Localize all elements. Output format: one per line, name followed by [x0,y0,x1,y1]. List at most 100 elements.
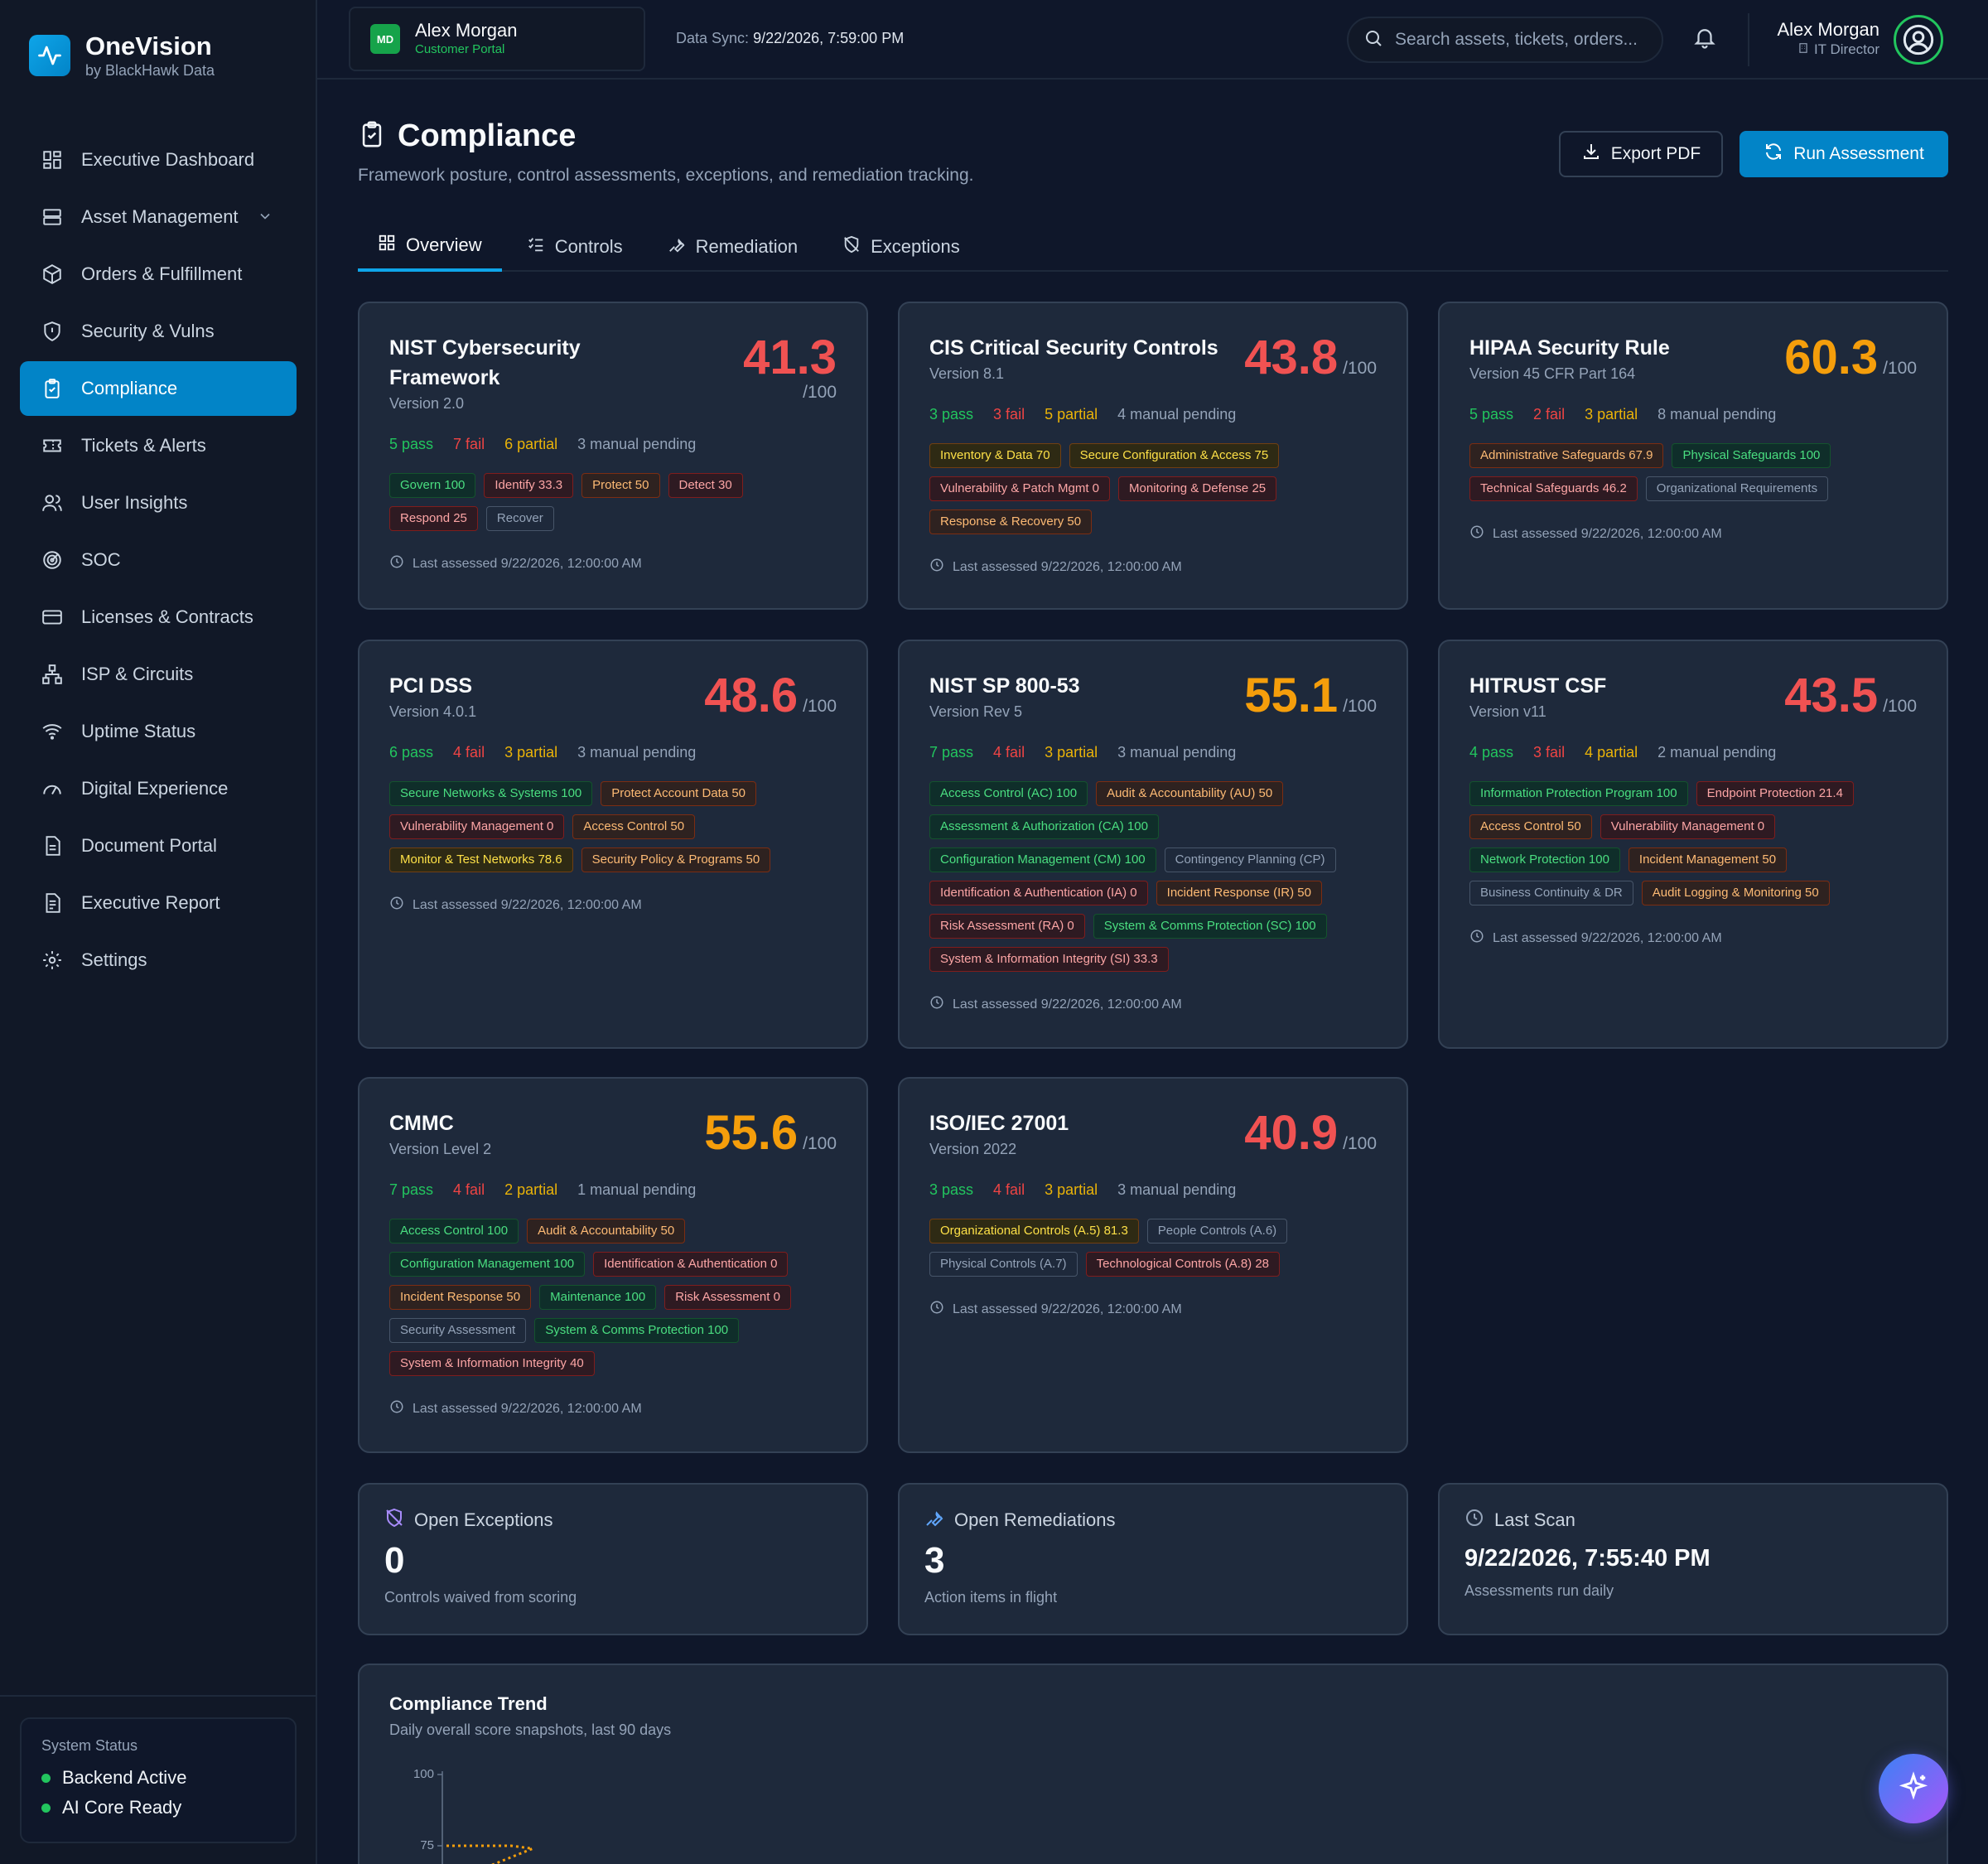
control-family-tag[interactable]: Maintenance 100 [539,1285,657,1310]
brand[interactable]: OneVision by BlackHawk Data [29,31,215,80]
bell-icon[interactable] [1692,25,1717,54]
control-family-tag[interactable]: Protect 50 [581,473,660,498]
control-family-tag[interactable]: Identification & Authentication 0 [593,1252,789,1277]
framework-card[interactable]: PCI DSS Version 4.0.1 48.6/100 6 pass 4 … [358,640,868,1049]
control-family-tag[interactable]: Secure Networks & Systems 100 [389,781,593,806]
control-family-tag[interactable]: Govern 100 [389,473,476,498]
sidebar-item-compliance[interactable]: Compliance [20,361,297,416]
framework-card[interactable]: CMMC Version Level 2 55.6/100 7 pass 4 f… [358,1077,868,1453]
search-input[interactable] [1395,30,1652,50]
control-family-tag[interactable]: Incident Response (IR) 50 [1156,881,1322,905]
control-family-tag[interactable]: System & Information Integrity 40 [389,1351,595,1376]
tab-controls[interactable]: Controls [507,222,643,272]
avatar[interactable] [1894,15,1943,65]
control-family-tag[interactable]: Vulnerability & Patch Mgmt 0 [929,476,1111,501]
sidebar-item-label: User Insights [81,492,188,513]
control-family-tag[interactable]: Physical Safeguards 100 [1672,443,1831,468]
control-family-tag[interactable]: Security Policy & Programs 50 [581,847,771,872]
control-family-tag[interactable]: Audit Logging & Monitoring 50 [1641,881,1830,905]
last-scan-card[interactable]: Last Scan 9/22/2026, 7:55:40 PM Assessme… [1438,1483,1948,1635]
control-family-tag[interactable]: Network Protection 100 [1469,847,1620,872]
control-family-tag[interactable]: Technical Safeguards 46.2 [1469,476,1638,501]
control-family-tag[interactable]: Identification & Authentication (IA) 0 [929,881,1148,905]
control-family-tag[interactable]: Risk Assessment 0 [664,1285,791,1310]
sidebar-item-orders[interactable]: Orders & Fulfillment [20,247,297,302]
control-family-tag[interactable]: Technological Controls (A.8) 28 [1085,1252,1281,1277]
control-family-tag[interactable]: Access Control 50 [572,814,696,839]
control-family-tag[interactable]: Configuration Management (CM) 100 [929,847,1156,872]
control-family-tag[interactable]: Monitor & Test Networks 78.6 [389,847,573,872]
control-family-tag[interactable]: Vulnerability Management 0 [389,814,565,839]
tab-remediation[interactable]: Remediation [648,222,818,272]
control-family-tag[interactable]: System & Comms Protection (SC) 100 [1093,914,1327,939]
sidebar-item-digital-experience[interactable]: Digital Experience [20,761,297,816]
control-family-tag[interactable]: Detect 30 [668,473,743,498]
user-info[interactable]: Alex Morgan IT Director [1777,18,1879,58]
control-family-tag[interactable]: Identify 33.3 [484,473,574,498]
control-family-tag[interactable]: Organizational Controls (A.5) 81.3 [929,1219,1139,1243]
chevron-down-icon[interactable] [257,208,273,229]
control-family-tag[interactable]: Access Control (AC) 100 [929,781,1088,806]
control-family-tag[interactable]: Organizational Requirements [1645,476,1829,501]
control-family-tag[interactable]: Monitoring & Defense 25 [1118,476,1277,501]
sidebar-item-soc[interactable]: SOC [20,533,297,587]
control-family-tag[interactable]: Physical Controls (A.7) [929,1252,1078,1277]
control-family-tag[interactable]: Configuration Management 100 [389,1252,586,1277]
control-family-tag[interactable]: Recover [485,506,554,531]
control-family-tag[interactable]: Endpoint Protection 21.4 [1696,781,1854,806]
ai-assistant-button[interactable] [1879,1754,1948,1823]
run-assessment-button[interactable]: Run Assessment [1740,131,1948,177]
control-family-tag[interactable]: Audit & Accountability (AU) 50 [1096,781,1284,806]
tab-overview[interactable]: Overview [358,222,502,272]
sidebar-item-asset-management[interactable]: Asset Management [20,190,297,244]
control-family-tag[interactable]: Vulnerability Management 0 [1600,814,1776,839]
framework-card[interactable]: HITRUST CSF Version v11 43.5/100 4 pass … [1438,640,1948,1049]
grid-icon [378,234,406,257]
control-family-tag[interactable]: Access Control 100 [389,1219,519,1243]
control-family-tag[interactable]: Access Control 50 [1469,814,1592,839]
framework-card[interactable]: NIST Cybersecurity Framework Version 2.0… [358,302,868,610]
control-family-tag[interactable]: Incident Response 50 [389,1285,532,1310]
export-pdf-button[interactable]: Export PDF [1559,131,1723,177]
control-family-tag[interactable]: Protect Account Data 50 [601,781,757,806]
tab-exceptions[interactable]: Exceptions [823,222,980,272]
clock-icon [389,554,413,573]
sidebar-item-licenses[interactable]: Licenses & Contracts [20,590,297,645]
control-family-tag[interactable]: Risk Assessment (RA) 0 [929,914,1085,939]
open-exceptions-card[interactable]: Open Exceptions 0 Controls waived from s… [358,1483,868,1635]
control-family-tag[interactable]: System & Comms Protection 100 [534,1318,740,1343]
sidebar-item-document-portal[interactable]: Document Portal [20,819,297,873]
sidebar-item-settings[interactable]: Settings [20,933,297,988]
control-family-tag[interactable]: Business Continuity & DR [1469,881,1633,905]
sidebar-item-user-insights[interactable]: User Insights [20,476,297,530]
sidebar-item-tickets[interactable]: Tickets & Alerts [20,418,297,473]
control-family-tag[interactable]: Contingency Planning (CP) [1164,847,1336,872]
clock-icon [929,1300,953,1319]
score-denominator: /100 [803,697,837,716]
control-family-tag[interactable]: Incident Management 50 [1628,847,1788,872]
control-family-tag[interactable]: System & Information Integrity (SI) 33.3 [929,947,1169,972]
framework-card[interactable]: CIS Critical Security Controls Version 8… [898,302,1408,610]
control-family-tag[interactable]: Response & Recovery 50 [929,509,1093,534]
search-box[interactable] [1347,17,1663,63]
sidebar-item-executive-dashboard[interactable]: Executive Dashboard [20,133,297,187]
score-value: 40.9 [1244,1106,1339,1160]
control-family-tag[interactable]: Secure Configuration & Access 75 [1069,443,1280,468]
control-family-tag[interactable]: Administrative Safeguards 67.9 [1469,443,1664,468]
framework-card[interactable]: HIPAA Security Rule Version 45 CFR Part … [1438,302,1948,610]
framework-card[interactable]: NIST SP 800-53 Version Rev 5 55.1/100 7 … [898,640,1408,1049]
customer-switcher[interactable]: MD Alex Morgan Customer Portal [349,7,645,71]
control-family-tag[interactable]: Inventory & Data 70 [929,443,1061,468]
control-family-tag[interactable]: Information Protection Program 100 [1469,781,1688,806]
control-family-tag[interactable]: Security Assessment [389,1318,527,1343]
open-remediations-card[interactable]: Open Remediations 3 Action items in flig… [898,1483,1408,1635]
sidebar-item-security[interactable]: Security & Vulns [20,304,297,359]
sidebar-item-executive-report[interactable]: Executive Report [20,876,297,930]
sidebar-item-uptime[interactable]: Uptime Status [20,704,297,759]
control-family-tag[interactable]: Audit & Accountability 50 [527,1219,686,1243]
control-family-tag[interactable]: People Controls (A.6) [1146,1219,1288,1243]
framework-card[interactable]: ISO/IEC 27001 Version 2022 40.9/100 3 pa… [898,1077,1408,1453]
control-family-tag[interactable]: Assessment & Authorization (CA) 100 [929,814,1159,839]
control-family-tag[interactable]: Respond 25 [389,506,478,531]
sidebar-item-isp[interactable]: ISP & Circuits [20,647,297,702]
